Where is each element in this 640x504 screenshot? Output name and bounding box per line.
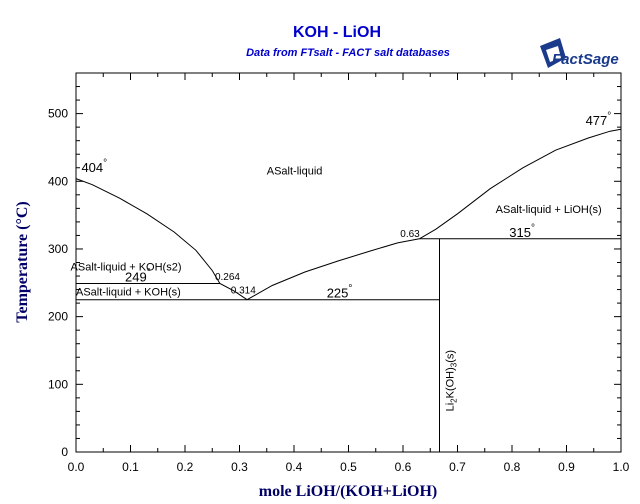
- label-0-314: 0.314: [231, 286, 256, 297]
- y-tick-label-3: 300: [48, 242, 68, 256]
- x-tick-label-4: 0.4: [286, 460, 303, 474]
- axis-ticks: [75, 72, 622, 453]
- phase-boundary-0: [75, 178, 248, 301]
- phase-boundary-1: [246, 238, 420, 301]
- region-liquid-koh-s2: ASalt-liquid + KOH(s2): [71, 262, 182, 274]
- phase-boundary-2: [419, 128, 622, 240]
- label-0-264: 0.264: [215, 272, 240, 283]
- x-tick-label-3: 0.3: [231, 460, 248, 474]
- label-249: 249°: [125, 267, 151, 284]
- y-tick-label-4: 400: [48, 174, 68, 188]
- x-tick-label-7: 0.7: [449, 460, 466, 474]
- region-liquid: ASalt-liquid: [267, 166, 323, 178]
- factsage-logo: FactSage: [540, 38, 619, 68]
- x-tick-label-0: 0.0: [68, 460, 85, 474]
- label-225: 225°: [327, 284, 353, 301]
- chart-title: KOH - LiOH: [293, 24, 381, 41]
- annotations: 404° 249° 225° 315° 477° 0.264 0.314 0.63 ASalt-…: [71, 111, 612, 411]
- label-0-63: 0.63: [400, 229, 420, 240]
- svg-text:FactSage: FactSage: [552, 51, 619, 68]
- label-315: 315°: [509, 223, 535, 240]
- x-axis-title: mole LiOH/(KOH+LiOH): [259, 483, 437, 500]
- label-477: 477°: [586, 111, 612, 128]
- y-tick-label-1: 100: [48, 377, 68, 391]
- x-tick-label-8: 0.8: [504, 460, 521, 474]
- x-tick-label-5: 0.5: [340, 460, 357, 474]
- x-tick-label-9: 0.9: [558, 460, 575, 474]
- y-tick-label-2: 200: [48, 310, 68, 324]
- x-tick-label-10: 1.0: [613, 460, 630, 474]
- x-tick-label-6: 0.6: [395, 460, 412, 474]
- x-tick-label-1: 0.1: [122, 460, 139, 474]
- y-tick-label-0: 0: [61, 445, 68, 459]
- compound-label: Li2K(OH)3(s): [445, 350, 459, 411]
- region-liquid-lioh: ASalt-liquid + LiOH(s): [496, 204, 602, 216]
- x-tick-label-2: 0.2: [177, 460, 194, 474]
- tick-labels: 0.0 0.1 0.2 0.3 0.4 0.5 0.6 0.7 0.8 0.9 1.0 0 100 200…: [48, 107, 630, 474]
- label-404: 404°: [81, 158, 107, 175]
- y-axis-title: Temperature (°C): [14, 201, 31, 322]
- y-tick-label-5: 500: [48, 107, 68, 121]
- phase-boundaries: [75, 128, 622, 452]
- chart-subtitle: Data from FTsalt - FACT salt databases: [246, 47, 450, 59]
- region-liquid-koh-s: ASalt-liquid + KOH(s): [76, 287, 181, 299]
